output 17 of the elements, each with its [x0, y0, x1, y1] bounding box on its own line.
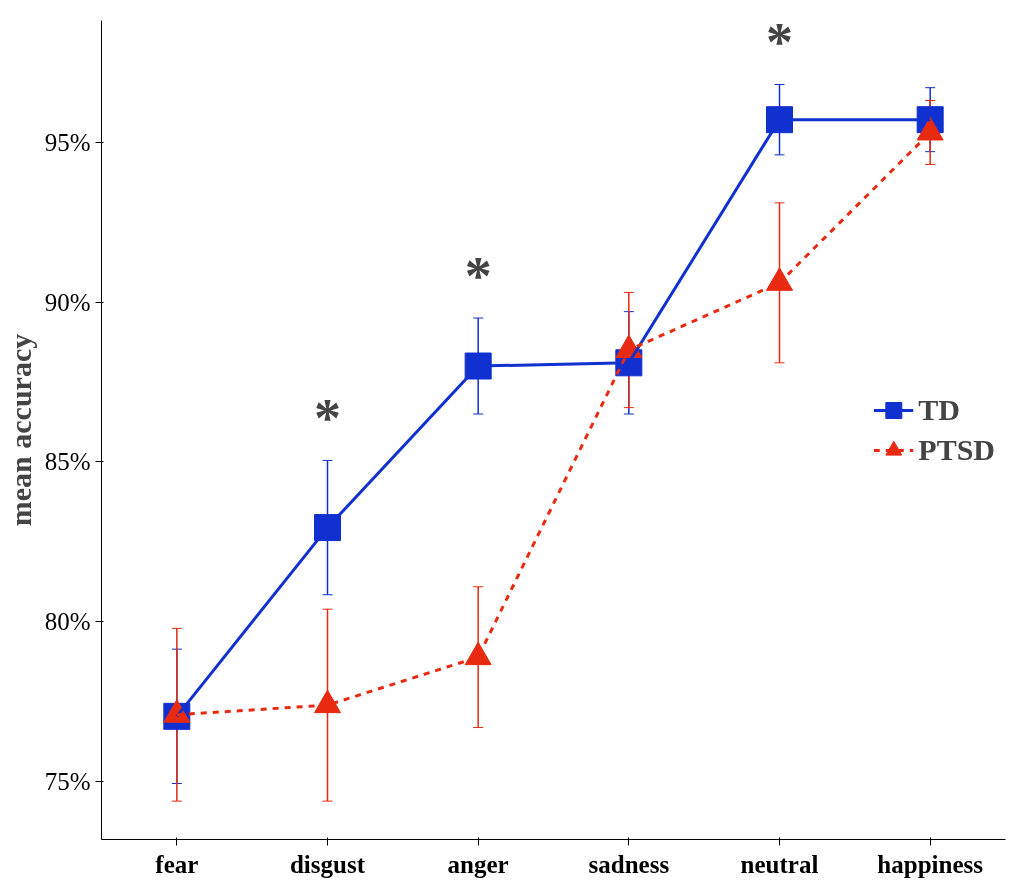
y-tick-label: 75% — [44, 768, 91, 796]
legend-label: TD — [918, 392, 960, 427]
x-tick-label: fear — [155, 850, 199, 878]
annotation: * — [464, 246, 492, 307]
y-tick-label: 95% — [44, 128, 91, 156]
x-tick-label: disgust — [289, 850, 366, 878]
legend-label: PTSD — [918, 432, 995, 467]
y-tick-label: 90% — [44, 288, 91, 316]
y-axis-title: mean accuracy — [3, 333, 37, 527]
y-tick-label: 85% — [44, 448, 91, 476]
x-tick-label: anger — [447, 850, 509, 878]
x-tick-label: sadness — [588, 850, 670, 878]
x-tick-label: neutral — [740, 850, 819, 878]
annotation: * — [766, 12, 793, 73]
annotation: * — [314, 388, 341, 449]
y-tick-label: 80% — [44, 608, 91, 636]
x-tick-label: happiness — [877, 850, 984, 878]
